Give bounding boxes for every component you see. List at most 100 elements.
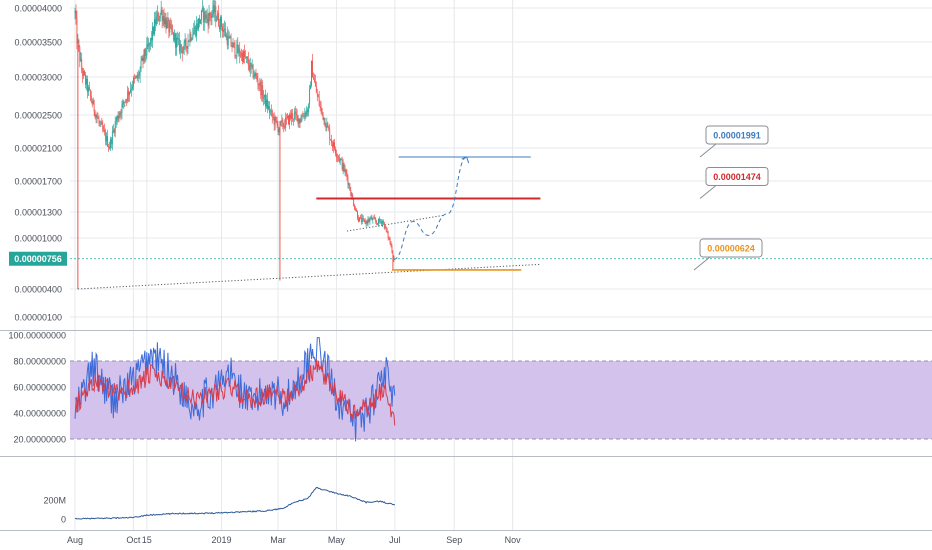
- candle-body: [172, 30, 174, 33]
- candle-body: [314, 81, 316, 86]
- candle-body: [353, 199, 355, 206]
- candle-body: [310, 85, 312, 89]
- candle-body: [281, 119, 283, 122]
- candle-body: [194, 26, 196, 31]
- time-axis-label: Sep: [446, 535, 462, 545]
- candle-body: [252, 65, 254, 78]
- candle-body: [129, 91, 131, 96]
- candle-body: [134, 77, 136, 79]
- candle-body: [282, 119, 284, 127]
- candle-body: [132, 86, 133, 89]
- price-level-callout: [705, 167, 769, 187]
- candle-body: [303, 116, 305, 118]
- callout-pointer: [699, 143, 717, 158]
- candle-body: [165, 18, 167, 29]
- candle-body: [117, 116, 119, 120]
- candle-body: [308, 104, 310, 113]
- candle-body: [229, 36, 231, 39]
- candle-body: [255, 73, 257, 76]
- candle-body: [389, 238, 391, 243]
- candle-body: [337, 156, 339, 158]
- candle-body: [191, 38, 193, 41]
- candle-body: [236, 44, 238, 57]
- candle-body: [75, 10, 77, 19]
- candle-body: [104, 130, 106, 133]
- candle-body: [299, 118, 301, 123]
- candle-body: [193, 30, 195, 36]
- candle-body: [77, 40, 79, 44]
- candle-body: [328, 127, 330, 130]
- candle-body: [177, 38, 179, 40]
- candle-body: [366, 221, 368, 224]
- time-axis-label: 2019: [211, 535, 231, 545]
- candle-body: [95, 115, 97, 118]
- candle-body: [140, 60, 142, 69]
- candle-body: [86, 78, 88, 92]
- candle-body: [204, 11, 206, 20]
- candle-body: [312, 60, 313, 78]
- candle-body: [264, 94, 266, 98]
- projection-path: [393, 156, 467, 260]
- candle-body: [192, 35, 194, 39]
- candle-body: [210, 16, 212, 18]
- candle-body: [168, 19, 170, 33]
- candle-body: [368, 219, 370, 222]
- candle-body: [354, 205, 356, 209]
- candle-body: [266, 99, 267, 107]
- candle-body: [269, 111, 271, 113]
- candle-body: [331, 140, 333, 144]
- candle-body: [356, 210, 357, 212]
- rsi-band: [70, 361, 932, 439]
- candle-body: [226, 34, 228, 46]
- candle-body: [242, 52, 244, 62]
- candle-body: [199, 19, 201, 24]
- candle-body: [313, 79, 315, 82]
- candle-body: [286, 117, 288, 119]
- candle-body: [215, 6, 217, 21]
- candle-body: [76, 18, 78, 44]
- candle-body: [103, 129, 105, 131]
- candle-body: [329, 129, 331, 140]
- candle-body: [99, 122, 101, 124]
- candle-body: [357, 218, 359, 222]
- candle-body: [211, 13, 213, 18]
- candle-body: [340, 158, 342, 160]
- candle-body: [153, 26, 154, 35]
- candle-body: [224, 28, 226, 37]
- trendline: [346, 214, 443, 232]
- candle-body: [239, 48, 241, 56]
- candle-body: [393, 256, 395, 261]
- candle-body: [322, 112, 324, 120]
- candle-body: [195, 26, 197, 36]
- candle-body: [273, 116, 275, 125]
- price-axis-label: 0.00003000: [14, 73, 62, 83]
- candle-body: [112, 129, 114, 132]
- candle-body: [262, 85, 264, 99]
- candle-body: [190, 33, 192, 41]
- candle-body: [373, 217, 375, 219]
- candle-body: [285, 117, 287, 128]
- rsi-axis-label: 20.00000000: [13, 435, 66, 445]
- price-axis-label: 0.00004000: [14, 4, 62, 14]
- candle-body: [297, 115, 299, 125]
- candle-body: [135, 75, 137, 78]
- candle-body: [258, 84, 260, 86]
- price-axis-label: 0.00002100: [14, 144, 62, 154]
- candle-body: [294, 111, 296, 114]
- candle-body: [232, 42, 234, 48]
- candle-body: [383, 222, 385, 229]
- candle-body: [301, 116, 303, 121]
- candle-body: [175, 33, 176, 48]
- candle-body: [288, 115, 289, 125]
- candle-body: [284, 125, 286, 128]
- candle-body: [125, 99, 127, 103]
- candle-body: [139, 68, 141, 76]
- candle-body: [97, 117, 99, 119]
- candle-body: [360, 217, 362, 222]
- volume-axis-label: 0: [61, 515, 66, 525]
- candle-body: [240, 55, 242, 57]
- candle-body: [205, 14, 207, 20]
- candle-body: [158, 18, 160, 21]
- candle-body: [216, 19, 218, 21]
- candle-body: [387, 231, 389, 239]
